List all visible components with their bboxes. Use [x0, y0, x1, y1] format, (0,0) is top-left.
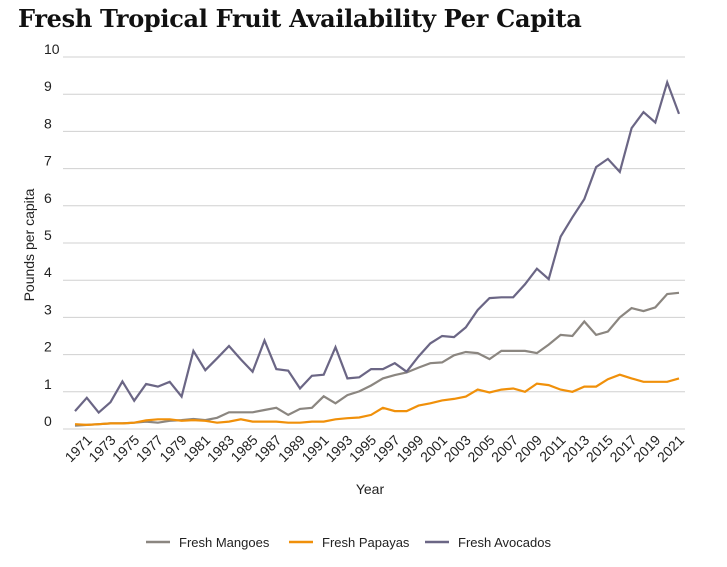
y-tick-label: 3 — [44, 301, 52, 317]
gridlines — [63, 56, 685, 430]
series-lines — [74, 78, 681, 427]
y-tick-label: 5 — [44, 227, 52, 243]
series-line-fresh-mangoes — [74, 291, 680, 427]
y-tick-label: 8 — [44, 115, 52, 131]
y-tick-label: 7 — [44, 153, 52, 169]
y-tick-label: 1 — [44, 376, 52, 392]
legend-item: Fresh Mangoes — [146, 535, 270, 550]
y-tick-label: 6 — [44, 190, 52, 206]
legend: Fresh Mangoes Fresh Papayas Fresh Avocados — [146, 535, 551, 550]
y-tick-label: 4 — [44, 264, 52, 280]
y-tick-label: 10 — [44, 41, 60, 57]
legend-item: Fresh Papayas — [289, 535, 410, 550]
y-axis-label: Pounds per capita — [21, 188, 37, 301]
legend-label: Fresh Mangoes — [179, 535, 270, 550]
x-axis-label: Year — [356, 481, 385, 497]
y-tick-label: 2 — [44, 339, 52, 355]
y-tick-label: 9 — [44, 78, 52, 94]
legend-label: Fresh Papayas — [322, 535, 410, 550]
series-line-fresh-avocados — [74, 78, 681, 415]
y-tick-labels: 0 1 2 3 4 5 6 7 8 9 10 — [44, 41, 60, 429]
legend-item: Fresh Avocados — [425, 535, 551, 550]
x-tick-labels: 1971197319751977197919811983198519871989… — [62, 432, 688, 465]
legend-label: Fresh Avocados — [458, 535, 551, 550]
y-tick-label: 0 — [44, 413, 52, 429]
series-line-fresh-papayas — [74, 373, 680, 427]
chart-title: Fresh Tropical Fruit Availability Per Ca… — [18, 4, 582, 33]
x-tick-label: 2021 — [654, 432, 687, 465]
